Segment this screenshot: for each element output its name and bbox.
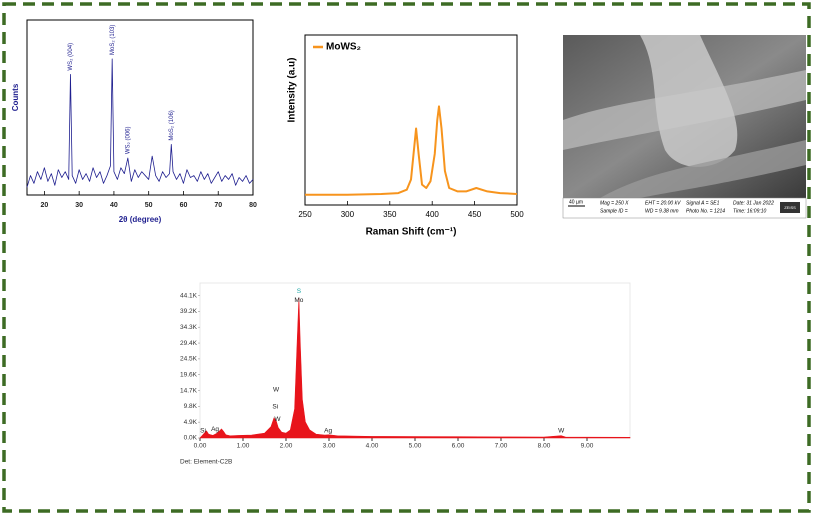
plot-frame: [304, 34, 518, 206]
logo: ZEISS: [784, 205, 796, 210]
y-tick-label: 44.1K: [180, 292, 198, 299]
x-tick-label: 30: [75, 202, 83, 209]
sem-info: WD = 9.38 mm: [645, 208, 678, 214]
annotation: MoS₂ (103): [110, 25, 116, 55]
sem-info: Mag = 250 X: [600, 200, 629, 206]
x-tick-label: 50: [145, 202, 153, 209]
annotation: Si: [200, 428, 206, 435]
x-tick-label: 40: [110, 202, 118, 209]
sem-info: Photo No. = 1214: [686, 208, 725, 214]
line: [305, 105, 518, 196]
y-axis-label: Counts: [11, 83, 20, 111]
x-tick-label: 450: [468, 210, 482, 219]
y-tick-label: 9.8K: [184, 403, 198, 410]
x-tick-label: 250: [298, 210, 312, 219]
x-axis-label: 2θ (degree): [119, 215, 162, 224]
annotation: Si: [272, 404, 278, 411]
x-tick-label: 6.00: [452, 443, 465, 450]
sem-info-bar: [562, 197, 807, 219]
y-axis-label: Intensity (a.u): [287, 57, 298, 122]
x-tick-label: 2.00: [280, 443, 293, 450]
sem-info: Sample ID =: [600, 208, 628, 214]
sem-fiber: [600, 140, 806, 198]
x-tick-label: 60: [180, 202, 188, 209]
annotation: WS₂ (006): [125, 126, 131, 154]
y-tick-label: 34.3K: [180, 324, 198, 331]
x-tick-label: 3.00: [323, 443, 336, 450]
line: [26, 58, 254, 188]
plot-frame: [26, 19, 254, 196]
y-tick-label: 4.9K: [184, 419, 198, 426]
area: [199, 297, 631, 439]
annotation: MoS₂ (106): [169, 110, 175, 140]
y-tick-label: 29.4K: [180, 340, 198, 347]
annotation: W: [274, 416, 281, 423]
x-tick-label: 300: [341, 210, 355, 219]
annotation: W: [558, 427, 565, 434]
y-tick-label: 14.7K: [180, 387, 198, 394]
legend-label: MoWS₂: [326, 42, 361, 53]
logo-box: [780, 202, 800, 213]
sem-info: Time: 16:09:10: [733, 208, 767, 214]
x-tick-label: 7.00: [495, 443, 508, 450]
y-tick-label: 39.2K: [180, 308, 198, 315]
x-axis-label: Raman Shift (cm⁻¹): [366, 227, 457, 238]
annotation: W: [273, 387, 280, 394]
x-tick-label: 0.00: [194, 443, 207, 450]
annotation: Mo: [294, 297, 303, 304]
sem-image: 40 µm Mag = 250 X Sample ID = EHT = 20.0…: [562, 35, 807, 219]
x-tick-label: 70: [214, 202, 222, 209]
y-tick-label: 19.6K: [180, 371, 198, 378]
annotation: S: [297, 288, 302, 295]
x-tick-label: 9.00: [581, 443, 594, 450]
plot-frame: [199, 282, 631, 439]
annotation: Ag: [324, 428, 332, 435]
x-tick-label: 8.00: [538, 443, 551, 450]
annotation: WS₂ (004): [68, 43, 74, 71]
x-tick-label: 80: [249, 202, 257, 209]
sem-info: Date: 31 Jan 2022: [733, 200, 774, 206]
scale-label: 40 µm: [569, 199, 583, 205]
x-tick-label: 4.00: [366, 443, 379, 450]
sem-info: Signal A = SE1: [686, 200, 720, 206]
sem-fiber: [640, 35, 738, 167]
x-tick-label: 500: [510, 210, 524, 219]
y-tick-label: 24.5K: [180, 356, 198, 363]
footer: Det: Element-C2B: [180, 459, 232, 466]
x-tick-label: 1.00: [237, 443, 250, 450]
x-tick-label: 20: [40, 202, 48, 209]
x-tick-label: 400: [426, 210, 440, 219]
x-tick-label: 5.00: [409, 443, 422, 450]
annotation: Ag: [211, 426, 219, 433]
sem-info: EHT = 20.00 kV: [645, 200, 681, 206]
y-tick-label: 0.0K: [184, 435, 198, 442]
x-tick-label: 350: [383, 210, 397, 219]
